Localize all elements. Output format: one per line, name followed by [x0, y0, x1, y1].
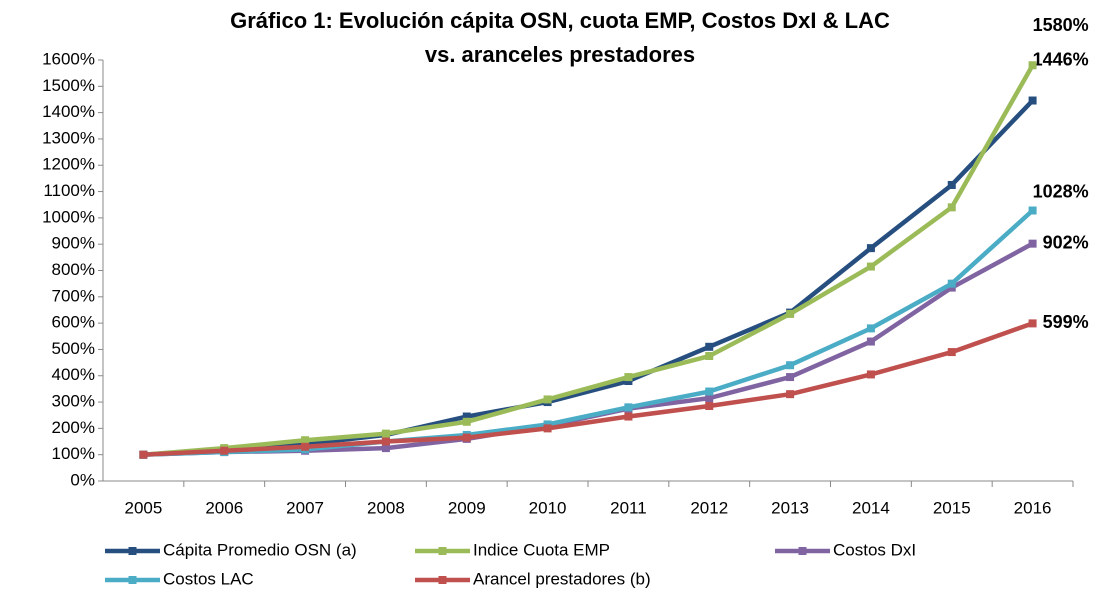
point-marker [866, 244, 875, 253]
y-tick-label: 900% [52, 234, 95, 253]
point-marker [947, 279, 956, 288]
x-tick-label: 2011 [610, 498, 647, 517]
point-marker [1028, 239, 1037, 248]
point-marker [462, 433, 471, 442]
x-tick-label: 2016 [1014, 498, 1052, 517]
legend-marker [128, 576, 137, 584]
point-marker [1028, 96, 1037, 105]
point-marker [705, 402, 714, 411]
point-marker [866, 324, 875, 333]
x-tick-label: 2005 [125, 498, 163, 517]
point-marker [866, 262, 875, 271]
point-marker [301, 442, 310, 451]
y-tick-label: 1300% [42, 128, 95, 147]
point-marker [1028, 206, 1037, 215]
point-marker [786, 390, 795, 399]
series-line [143, 321, 1034, 457]
point-marker [220, 446, 229, 455]
y-tick-label: 100% [52, 444, 95, 463]
x-tick-label: 2013 [771, 498, 809, 517]
y-tick-label: 1600% [42, 49, 95, 68]
legend-label: Indice Cuota EMP [473, 540, 610, 559]
legend-label: Arancel prestadores (b) [473, 569, 651, 588]
x-tick-label: 2007 [286, 498, 324, 517]
y-tick-label: 600% [52, 313, 95, 332]
series-line [143, 208, 1035, 457]
point-marker [624, 412, 633, 421]
point-marker [705, 342, 714, 351]
x-tick-label: 2006 [205, 498, 243, 517]
x-tick-label: 2010 [529, 498, 567, 517]
x-tick-label: 2014 [852, 498, 890, 517]
chart-title: vs. aranceles prestadores [425, 42, 695, 67]
point-marker [947, 348, 956, 357]
point-marker [786, 361, 795, 370]
point-marker [1028, 61, 1037, 70]
y-tick-label: 300% [52, 392, 95, 411]
y-tick-label: 700% [52, 286, 95, 305]
point-marker [705, 387, 714, 396]
point-marker [624, 373, 633, 382]
value-label: 1446% [1033, 49, 1089, 69]
y-tick-label: 800% [52, 260, 95, 279]
point-marker [705, 352, 714, 361]
legend-label: Cápita Promedio OSN (a) [163, 540, 357, 559]
y-tick-label: 500% [52, 339, 95, 358]
y-tick-label: 1400% [42, 102, 95, 121]
series-line [143, 64, 1035, 457]
legend-marker [438, 547, 447, 555]
y-tick-label: 1000% [42, 207, 95, 226]
legend-label: Costos DxI [833, 540, 916, 559]
value-label: 902% [1043, 232, 1089, 252]
point-marker [786, 373, 795, 382]
point-marker [866, 370, 875, 379]
y-tick-label: 400% [52, 365, 95, 384]
point-marker [381, 429, 390, 438]
series-line [143, 98, 1035, 457]
value-label: 1580% [1033, 15, 1089, 35]
point-marker [947, 180, 956, 189]
point-marker [543, 395, 552, 404]
y-tick-label: 200% [52, 418, 95, 437]
point-marker [947, 203, 956, 212]
value-label: 1028% [1033, 181, 1089, 201]
x-tick-label: 2012 [690, 498, 728, 517]
point-marker [705, 394, 714, 403]
point-marker [543, 424, 552, 433]
y-tick-label: 1500% [42, 76, 95, 95]
point-marker [462, 417, 471, 426]
point-marker [866, 337, 875, 346]
legend-marker [438, 576, 447, 584]
y-tick-label: 0% [70, 470, 95, 489]
point-marker [301, 436, 310, 445]
point-marker [381, 437, 390, 446]
point-marker [139, 450, 148, 459]
value-label: 599% [1043, 312, 1089, 332]
y-tick-label: 1200% [42, 155, 95, 174]
x-tick-label: 2009 [448, 498, 486, 517]
legend-label: Costos LAC [163, 569, 254, 588]
legend-marker [798, 547, 807, 555]
point-marker [381, 444, 390, 453]
point-marker [624, 403, 633, 412]
legend-marker [128, 547, 137, 555]
point-marker [1028, 319, 1037, 328]
point-marker [786, 309, 795, 318]
x-tick-label: 2008 [367, 498, 405, 517]
x-tick-label: 2015 [933, 498, 971, 517]
y-tick-label: 1100% [43, 181, 95, 200]
point-marker [462, 412, 471, 421]
chart-title: Gráfico 1: Evolución cápita OSN, cuota E… [230, 8, 890, 33]
